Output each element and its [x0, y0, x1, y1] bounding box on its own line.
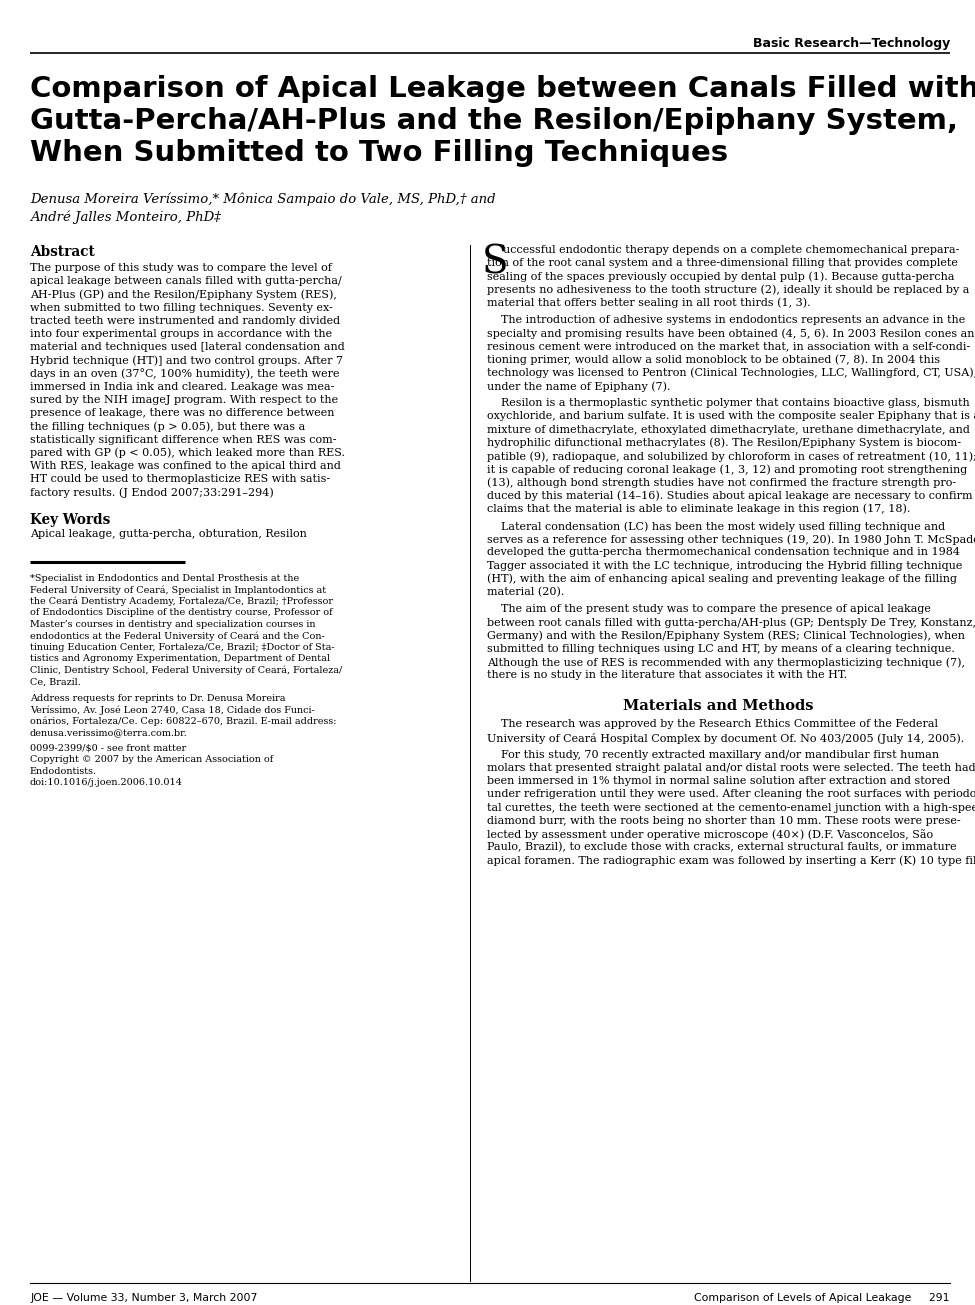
Text: apical leakage between canals filled with gutta-percha/: apical leakage between canals filled wit…: [30, 277, 342, 286]
Text: Denusa Moreira Veríssimo,* Mônica Sampaio do Vale, MS, PhD,† and: Denusa Moreira Veríssimo,* Mônica Sampai…: [30, 192, 495, 205]
Text: developed the gutta-percha thermomechanical condensation technique and in 1984: developed the gutta-percha thermomechani…: [487, 547, 960, 557]
Text: André Jalles Monteiro, PhD‡: André Jalles Monteiro, PhD‡: [30, 210, 221, 223]
Text: it is capable of reducing coronal leakage (1, 3, 12) and promoting root strength: it is capable of reducing coronal leakag…: [487, 465, 967, 475]
Text: JOE — Volume 33, Number 3, March 2007: JOE — Volume 33, Number 3, March 2007: [30, 1293, 257, 1302]
Text: (13), although bond strength studies have not confirmed the fracture strength pr: (13), although bond strength studies hav…: [487, 478, 956, 488]
Text: been immersed in 1% thymol in normal saline solution after extraction and stored: been immersed in 1% thymol in normal sal…: [487, 776, 951, 786]
Text: mixture of dimethacrylate, ethoxylated dimethacrylate, urethane dimethacrylate, : mixture of dimethacrylate, ethoxylated d…: [487, 424, 970, 435]
Text: Copyright © 2007 by the American Association of: Copyright © 2007 by the American Associa…: [30, 756, 273, 765]
Text: technology was licensed to Pentron (Clinical Technologies, LLC, Wallingford, CT,: technology was licensed to Pentron (Clin…: [487, 368, 975, 378]
Text: Lateral condensation (LC) has been the most widely used filling technique and: Lateral condensation (LC) has been the m…: [487, 521, 945, 531]
Text: patible (9), radiopaque, and solubilized by chloroform in cases of retreatment (: patible (9), radiopaque, and solubilized…: [487, 452, 975, 462]
Text: With RES, leakage was confined to the apical third and: With RES, leakage was confined to the ap…: [30, 461, 341, 471]
Text: Materials and Methods: Materials and Methods: [623, 699, 814, 714]
Text: Resilon is a thermoplastic synthetic polymer that contains bioactive glass, bism: Resilon is a thermoplastic synthetic pol…: [487, 398, 970, 408]
Text: specialty and promising results have been obtained (4, 5, 6). In 2003 Resilon co: specialty and promising results have bee…: [487, 328, 975, 339]
Text: 0099-2399/$0 - see front matter: 0099-2399/$0 - see front matter: [30, 744, 186, 753]
Text: When Submitted to Two Filling Techniques: When Submitted to Two Filling Techniques: [30, 140, 728, 167]
Text: under the name of Epiphany (7).: under the name of Epiphany (7).: [487, 381, 671, 392]
Text: The purpose of this study was to compare the level of: The purpose of this study was to compare…: [30, 264, 332, 273]
Text: there is no study in the literature that associates it with the HT.: there is no study in the literature that…: [487, 671, 847, 680]
Text: factory results. (J Endod 2007;33:291–294): factory results. (J Endod 2007;33:291–29…: [30, 487, 274, 499]
Text: Federal University of Ceará, Specialist in Implantodontics at: Federal University of Ceará, Specialist …: [30, 586, 326, 595]
Text: tioning primer, would allow a solid monoblock to be obtained (7, 8). In 2004 thi: tioning primer, would allow a solid mono…: [487, 355, 940, 365]
Text: material (20).: material (20).: [487, 587, 565, 598]
Text: The introduction of adhesive systems in endodontics represents an advance in the: The introduction of adhesive systems in …: [487, 315, 965, 325]
Text: presence of leakage, there was no difference between: presence of leakage, there was no differ…: [30, 408, 334, 418]
Text: submitted to filling techniques using LC and HT, by means of a clearing techniqu: submitted to filling techniques using LC…: [487, 643, 955, 654]
Text: tion of the root canal system and a three-dimensional filling that provides comp: tion of the root canal system and a thre…: [487, 258, 957, 269]
Text: apical foramen. The radiographic exam was followed by inserting a Kerr (K) 10 ty: apical foramen. The radiographic exam wa…: [487, 855, 975, 867]
Text: Veríssimo, Av. José Leon 2740, Casa 18, Cidade dos Funci-: Veríssimo, Av. José Leon 2740, Casa 18, …: [30, 705, 315, 715]
Text: Gutta-Percha/AH-Plus and the Resilon/Epiphany System,: Gutta-Percha/AH-Plus and the Resilon/Epi…: [30, 107, 958, 134]
Text: uccessful endodontic therapy depends on a complete chemomechanical prepara-: uccessful endodontic therapy depends on …: [503, 245, 959, 254]
Text: doi:10.1016/j.joen.2006.10.014: doi:10.1016/j.joen.2006.10.014: [30, 778, 183, 787]
Text: pared with GP (p < 0.05), which leaked more than RES.: pared with GP (p < 0.05), which leaked m…: [30, 448, 345, 458]
Text: statistically significant difference when RES was com-: statistically significant difference whe…: [30, 435, 336, 445]
Text: endodontics at the Federal University of Ceará and the Con-: endodontics at the Federal University of…: [30, 632, 325, 641]
Text: days in an oven (37°C, 100% humidity), the teeth were: days in an oven (37°C, 100% humidity), t…: [30, 368, 339, 380]
Text: diamond burr, with the roots being no shorter than 10 mm. These roots were prese: diamond burr, with the roots being no sh…: [487, 816, 960, 826]
Text: sured by the NIH imageJ program. With respect to the: sured by the NIH imageJ program. With re…: [30, 395, 338, 405]
Text: Germany) and with the Resilon/Epiphany System (RES; Clinical Technologies), when: Germany) and with the Resilon/Epiphany S…: [487, 630, 965, 641]
Text: immersed in India ink and cleared. Leakage was mea-: immersed in India ink and cleared. Leaka…: [30, 382, 334, 391]
Text: HT could be used to thermoplasticize RES with satis-: HT could be used to thermoplasticize RES…: [30, 474, 331, 484]
Text: University of Ceará Hospital Complex by document Of. No 403/2005 (July 14, 2005): University of Ceará Hospital Complex by …: [487, 732, 964, 744]
Text: *Specialist in Endodontics and Dental Prosthesis at the: *Specialist in Endodontics and Dental Pr…: [30, 574, 299, 583]
Text: tracted teeth were instrumented and randomly divided: tracted teeth were instrumented and rand…: [30, 316, 340, 326]
Text: claims that the material is able to eliminate leakage in this region (17, 18).: claims that the material is able to elim…: [487, 504, 911, 514]
Text: tistics and Agronomy Experimentation, Department of Dental: tistics and Agronomy Experimentation, De…: [30, 654, 330, 663]
Text: The aim of the present study was to compare the presence of apical leakage: The aim of the present study was to comp…: [487, 604, 931, 615]
Text: Clinic, Dentistry School, Federal University of Ceará, Fortaleza/: Clinic, Dentistry School, Federal Univer…: [30, 666, 342, 675]
Text: onários, Fortaleza/Ce. Cep: 60822–670, Brazil. E-mail address:: onários, Fortaleza/Ce. Cep: 60822–670, B…: [30, 716, 336, 727]
Text: presents no adhesiveness to the tooth structure (2), ideally it should be replac: presents no adhesiveness to the tooth st…: [487, 284, 969, 295]
Text: S: S: [482, 245, 509, 282]
Text: Comparison of Levels of Apical Leakage     291: Comparison of Levels of Apical Leakage 2…: [694, 1293, 950, 1302]
Text: For this study, 70 recently extracted maxillary and/or mandibular first human: For this study, 70 recently extracted ma…: [487, 750, 939, 760]
Text: Key Words: Key Words: [30, 513, 110, 527]
Text: Basic Research—Technology: Basic Research—Technology: [753, 37, 950, 50]
Text: duced by this material (14–16). Studies about apical leakage are necessary to co: duced by this material (14–16). Studies …: [487, 491, 973, 501]
Text: into four experimental groups in accordance with the: into four experimental groups in accorda…: [30, 329, 332, 339]
Text: material that offers better sealing in all root thirds (1, 3).: material that offers better sealing in a…: [487, 298, 810, 308]
Text: Address requests for reprints to Dr. Denusa Moreira: Address requests for reprints to Dr. Den…: [30, 694, 286, 703]
Text: Hybrid technique (HT)] and two control groups. After 7: Hybrid technique (HT)] and two control g…: [30, 355, 343, 365]
Text: Abstract: Abstract: [30, 245, 95, 258]
Text: Ce, Brazil.: Ce, Brazil.: [30, 677, 81, 686]
Text: AH-Plus (GP) and the Resilon/Epiphany System (RES),: AH-Plus (GP) and the Resilon/Epiphany Sy…: [30, 290, 337, 300]
Text: oxychloride, and barium sulfate. It is used with the composite sealer Epiphany t: oxychloride, and barium sulfate. It is u…: [487, 411, 975, 422]
Text: lected by assessment under operative microscope (40×) (D.F. Vasconcelos, São: lected by assessment under operative mic…: [487, 829, 933, 840]
Text: under refrigeration until they were used. After cleaning the root surfaces with : under refrigeration until they were used…: [487, 790, 975, 800]
Text: hydrophilic difunctional methacrylates (8). The Resilon/Epiphany System is bioco: hydrophilic difunctional methacrylates (…: [487, 437, 961, 449]
Text: serves as a reference for assessing other techniques (19, 20). In 1980 John T. M: serves as a reference for assessing othe…: [487, 534, 975, 544]
Text: Although the use of RES is recommended with any thermoplasticizing technique (7): Although the use of RES is recommended w…: [487, 656, 965, 668]
Text: material and techniques used [lateral condensation and: material and techniques used [lateral co…: [30, 342, 345, 352]
Text: Comparison of Apical Leakage between Canals Filled with: Comparison of Apical Leakage between Can…: [30, 74, 975, 103]
Text: sealing of the spaces previously occupied by dental pulp (1). Because gutta-perc: sealing of the spaces previously occupie…: [487, 271, 955, 282]
Text: Apical leakage, gutta-percha, obturation, Resilon: Apical leakage, gutta-percha, obturation…: [30, 529, 307, 539]
Text: the Ceará Dentistry Academy, Fortaleza/Ce, Brazil; †Professor: the Ceará Dentistry Academy, Fortaleza/C…: [30, 596, 333, 607]
Text: denusa.verissimo@terra.com.br.: denusa.verissimo@terra.com.br.: [30, 728, 188, 737]
Text: when submitted to two filling techniques. Seventy ex-: when submitted to two filling techniques…: [30, 303, 332, 313]
Text: the filling techniques (p > 0.05), but there was a: the filling techniques (p > 0.05), but t…: [30, 422, 305, 432]
Text: The research was approved by the Research Ethics Committee of the Federal: The research was approved by the Researc…: [487, 719, 938, 729]
Text: molars that presented straight palatal and/or distal roots were selected. The te: molars that presented straight palatal a…: [487, 763, 975, 773]
Text: Endodontists.: Endodontists.: [30, 767, 97, 775]
Text: of Endodontics Discipline of the dentistry course, Professor of: of Endodontics Discipline of the dentist…: [30, 608, 332, 617]
Text: between root canals filled with gutta-percha/AH-plus (GP; Dentsply De Trey, Kons: between root canals filled with gutta-pe…: [487, 617, 975, 628]
Text: resinous cement were introduced on the market that, in association with a self-c: resinous cement were introduced on the m…: [487, 342, 970, 351]
Text: tinuing Education Center, Fortaleza/Ce, Brazil; ‡Doctor of Sta-: tinuing Education Center, Fortaleza/Ce, …: [30, 643, 334, 651]
Text: (HT), with the aim of enhancing apical sealing and preventing leakage of the fil: (HT), with the aim of enhancing apical s…: [487, 574, 957, 585]
Text: Master’s courses in dentistry and specialization courses in: Master’s courses in dentistry and specia…: [30, 620, 316, 629]
Text: Tagger associated it with the LC technique, introducing the Hybrid filling techn: Tagger associated it with the LC techniq…: [487, 561, 962, 570]
Text: Paulo, Brazil), to exclude those with cracks, external structural faults, or imm: Paulo, Brazil), to exclude those with cr…: [487, 842, 956, 852]
Text: tal curettes, the teeth were sectioned at the cemento-enamel junction with a hig: tal curettes, the teeth were sectioned a…: [487, 803, 975, 813]
